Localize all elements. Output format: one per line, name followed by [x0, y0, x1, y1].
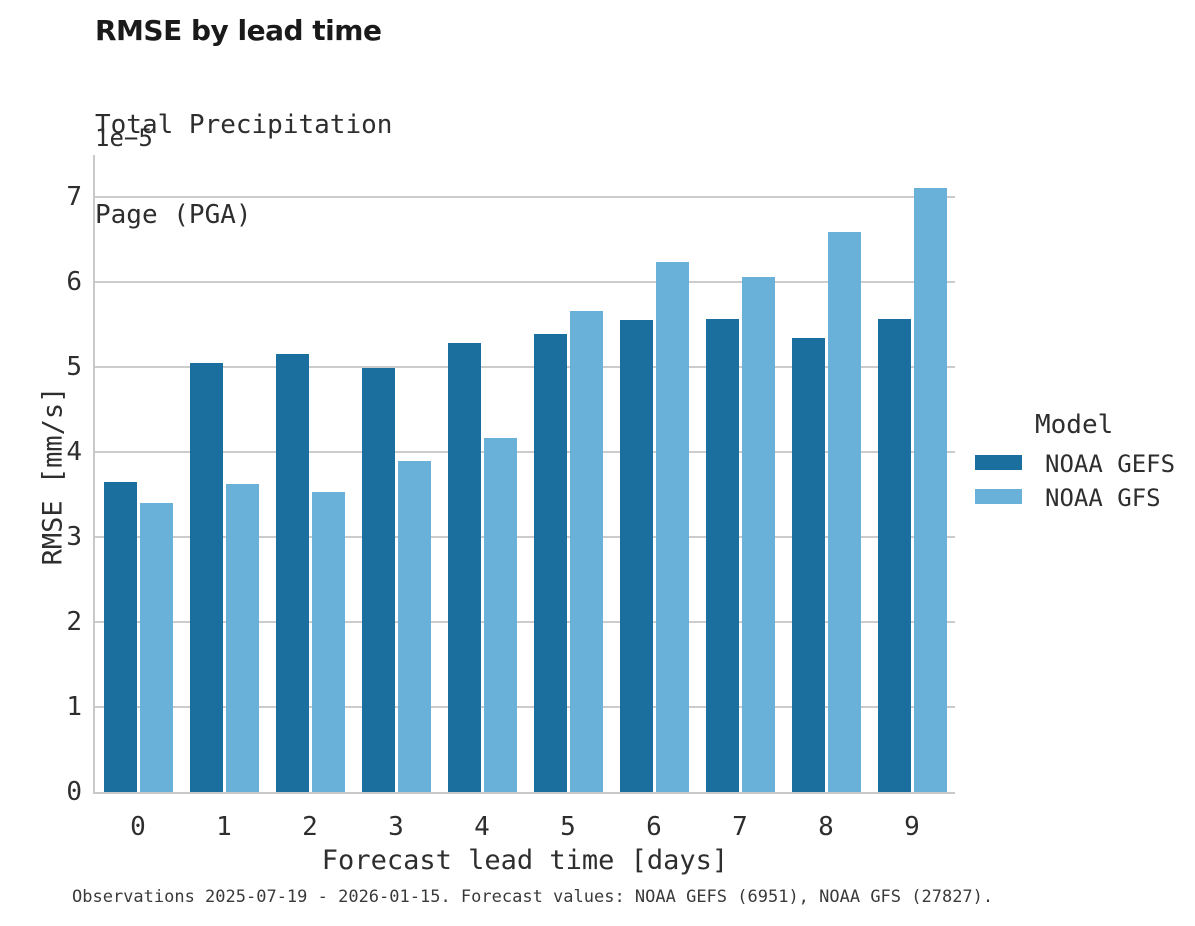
y-tick-label-2: 2: [66, 606, 82, 637]
bar-noaa-gefs-day-7: [705, 319, 739, 792]
x-tick-label-7: 7: [732, 812, 748, 842]
chart-title: RMSE by lead time: [95, 14, 382, 47]
x-tick-label-4: 4: [474, 812, 490, 842]
legend-swatch-noaa-gefs: [975, 455, 1022, 470]
bar-noaa-gefs-day-6: [619, 320, 653, 792]
x-tick-label-2: 2: [302, 812, 318, 842]
footnote: Observations 2025-07-19 - 2026-01-15. Fo…: [72, 887, 994, 907]
y-tick-label-3: 3: [66, 521, 82, 552]
bar-noaa-gfs-day-9: [913, 188, 947, 792]
x-axis-title: Forecast lead time [days]: [321, 845, 729, 876]
x-tick-label-5: 5: [560, 812, 576, 842]
bar-noaa-gfs-day-0: [139, 502, 173, 792]
gridline-y-4: [95, 450, 955, 453]
legend-title: Model: [1035, 410, 1114, 440]
x-tick-label-8: 8: [818, 812, 834, 842]
gridline-y-6: [95, 280, 955, 283]
gridline-y-3: [95, 535, 955, 538]
plot-area: [93, 155, 955, 794]
x-tick-label-1: 1: [216, 812, 232, 842]
bar-noaa-gefs-day-4: [447, 342, 481, 792]
y-axis-spine: [93, 155, 95, 794]
legend-label-noaa-gefs: NOAA GEFS: [1045, 450, 1176, 478]
y-tick-label-4: 4: [66, 436, 82, 467]
gridline-y-1: [95, 705, 955, 708]
bar-noaa-gefs-day-8: [791, 337, 825, 792]
bar-noaa-gefs-day-0: [103, 481, 137, 792]
bar-noaa-gefs-day-1: [189, 363, 223, 792]
bar-noaa-gefs-day-2: [275, 354, 309, 792]
chart-subtitle-line-2: Page (PGA): [95, 200, 252, 230]
chart-subtitle: Total Precipitation Page (PGA): [95, 50, 392, 290]
x-tick-label-3: 3: [388, 812, 404, 842]
x-tick-label-0: 0: [130, 812, 146, 842]
bar-noaa-gfs-day-5: [569, 310, 603, 792]
gridline-y-7: [95, 195, 955, 198]
y-tick-label-1: 1: [66, 691, 82, 722]
y-tick-label-7: 7: [66, 181, 82, 212]
bar-noaa-gfs-day-7: [741, 277, 775, 792]
bar-noaa-gfs-day-8: [827, 231, 861, 792]
legend-label-noaa-gfs: NOAA GFS: [1045, 484, 1161, 512]
bar-noaa-gfs-day-6: [655, 262, 689, 792]
x-axis-spine: [93, 792, 955, 794]
x-tick-label-9: 9: [904, 812, 920, 842]
bar-noaa-gfs-day-1: [225, 484, 259, 792]
gridline-y-2: [95, 620, 955, 623]
bar-noaa-gefs-day-5: [533, 333, 567, 792]
bar-noaa-gfs-day-3: [397, 461, 431, 792]
bar-noaa-gfs-day-2: [311, 491, 345, 792]
y-tick-label-6: 6: [66, 266, 82, 297]
y-axis-offset-label: 1e−5: [95, 124, 153, 152]
bar-noaa-gefs-day-9: [877, 319, 911, 792]
gridline-y-5: [95, 365, 955, 368]
y-tick-label-5: 5: [66, 351, 82, 382]
x-tick-label-6: 6: [646, 812, 662, 842]
bar-noaa-gefs-day-3: [361, 367, 395, 792]
bar-noaa-gfs-day-4: [483, 438, 517, 792]
legend-swatch-noaa-gfs: [975, 489, 1022, 504]
y-tick-label-0: 0: [66, 777, 82, 807]
chart-subtitle-line-1: Total Precipitation: [95, 110, 393, 140]
